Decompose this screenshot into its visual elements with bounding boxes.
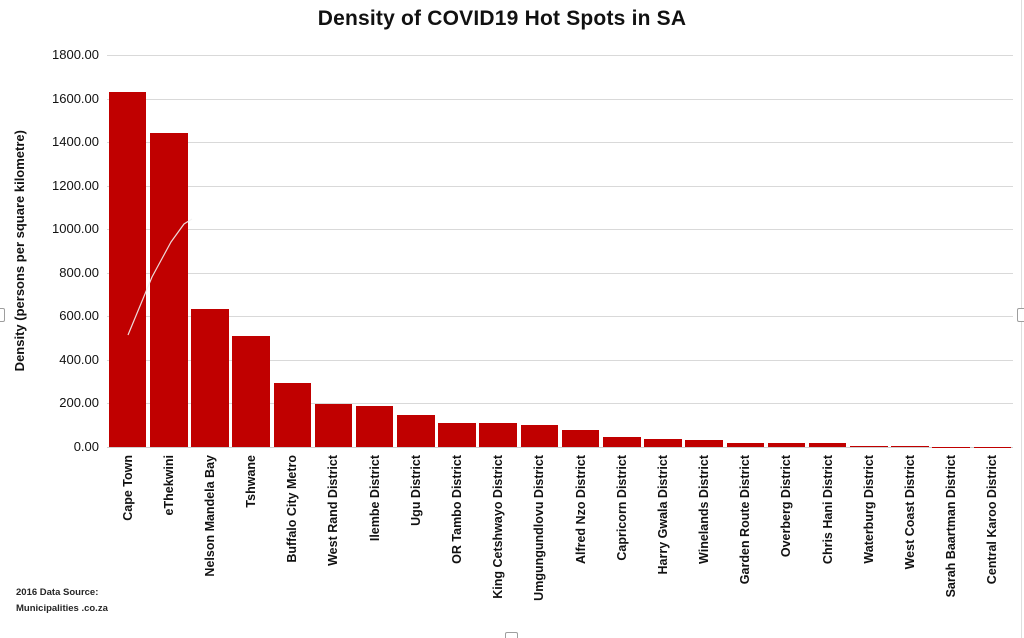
x-category-label: eThekwini [148, 455, 189, 635]
y-tick-label: 600.00 [59, 308, 99, 324]
x-category-label-text: Waterburg District [861, 455, 876, 564]
x-category-label: Ugu District [395, 455, 436, 635]
data-source-line1: 2016 Data Source: [16, 587, 99, 598]
x-category-label: King Cetshwayo District [478, 455, 519, 635]
x-category-label: Winelands District [684, 455, 725, 635]
x-category-label-text: Harry Gwala District [655, 455, 670, 575]
bar [355, 405, 394, 447]
x-category-label: Central Karoo District [972, 455, 1013, 635]
gridline [107, 142, 1013, 144]
x-category-label-text: Chris Hani District [820, 455, 835, 565]
x-category-label: Overberg District [766, 455, 807, 635]
bar [767, 442, 806, 447]
x-category-label: Garden Route District [725, 455, 766, 635]
x-category-label-text: Central Karoo District [985, 455, 1000, 585]
gridline [107, 55, 1013, 56]
bar [685, 439, 723, 447]
y-tick-label: 200.00 [59, 395, 99, 411]
resize-handle-right[interactable] [1017, 308, 1024, 322]
x-category-label-text: Buffalo City Metro [285, 455, 300, 563]
x-category-label: Cape Town [107, 455, 148, 635]
bar [850, 445, 888, 447]
x-category-label-text: Winelands District [697, 455, 712, 564]
y-tick-label: 1000.00 [52, 221, 99, 237]
x-category-label-text: Alfred Nzo District [573, 455, 588, 565]
x-category-label-text: Overberg District [779, 455, 794, 558]
x-category-label: West Coast District [889, 455, 930, 635]
x-category-label: Nelson Mandela Bay [189, 455, 230, 635]
resize-handle-left[interactable] [0, 308, 5, 322]
bar [561, 430, 600, 447]
x-category-label: Ilembe District [354, 455, 395, 635]
x-category-label-text: Nelson Mandela Bay [202, 455, 217, 577]
bar [603, 436, 641, 447]
x-category-label: Tshwane [231, 455, 272, 635]
y-tick-label: 400.00 [59, 351, 99, 367]
bar [314, 404, 353, 447]
x-category-label-text: West Coast District [903, 455, 918, 570]
x-category-label: Alfred Nzo District [560, 455, 601, 635]
x-category-label-text: West Rand District [326, 455, 341, 566]
bar [108, 92, 147, 447]
x-category-label: Waterburg District [848, 455, 889, 635]
x-category-label-text: eThekwini [161, 455, 176, 516]
x-category-label-text: Umgungundlovu District [532, 455, 547, 601]
bar [808, 443, 847, 447]
bar [520, 425, 559, 447]
gridline [107, 272, 1013, 274]
bar [273, 383, 312, 447]
y-tick-label: 1200.00 [52, 177, 99, 193]
y-tick-label: 1800.00 [52, 47, 99, 62]
gridline [107, 98, 1013, 100]
gridline [107, 359, 1013, 361]
y-tick-label: 1400.00 [52, 134, 99, 150]
x-category-label: Harry Gwala District [642, 455, 683, 635]
x-category-label-text: Garden Route District [738, 455, 753, 585]
data-source-line2: Municipalities .co.za [16, 603, 108, 614]
x-category-label: Capricorn District [601, 455, 642, 635]
bar [150, 133, 188, 447]
gridline [107, 316, 1013, 318]
plot-area [107, 55, 1013, 448]
x-category-label: Chris Hani District [807, 455, 848, 635]
bar [397, 415, 435, 447]
x-category-label: Sarah Baartman District [931, 455, 972, 635]
bar [726, 442, 765, 447]
y-axis-title: Density (persons per square kilometre) [8, 55, 30, 447]
x-category-label: Buffalo City Metro [272, 455, 313, 635]
y-tick-label: 800.00 [59, 264, 99, 280]
x-axis-line [107, 447, 1013, 448]
x-category-label-text: Tshwane [244, 455, 259, 508]
gridline [107, 229, 1013, 231]
bar [232, 335, 270, 447]
x-category-label-text: King Cetshwayo District [491, 455, 506, 599]
x-category-label-text: Capricorn District [614, 455, 629, 561]
y-tick-label: 0.00 [73, 439, 99, 454]
x-category-label: Umgungundlovu District [519, 455, 560, 635]
bar [891, 446, 929, 447]
x-category-label: OR Tambo District [436, 455, 477, 635]
x-category-label-text: Cape Town [120, 455, 135, 521]
y-axis-title-text: Density (persons per square kilometre) [11, 130, 27, 372]
bar [438, 422, 476, 447]
x-category-label-text: Ugu District [408, 455, 423, 526]
chart-title: Density of COVID19 Hot Spots in SA [317, 7, 687, 30]
bar [644, 438, 682, 447]
x-category-label-text: Sarah Baartman District [944, 455, 959, 598]
bar [479, 423, 517, 447]
x-category-label: West Rand District [313, 455, 354, 635]
data-source-note: 2016 Data Source: Municipalities .co.za [16, 585, 108, 617]
x-category-label-text: Ilembe District [367, 455, 382, 542]
resize-handle-bottom[interactable] [505, 632, 518, 638]
gridline [107, 185, 1013, 187]
y-tick-label: 1600.00 [52, 90, 99, 106]
gridline [107, 403, 1013, 405]
bar [191, 308, 229, 447]
x-category-label-text: OR Tambo District [450, 455, 465, 564]
